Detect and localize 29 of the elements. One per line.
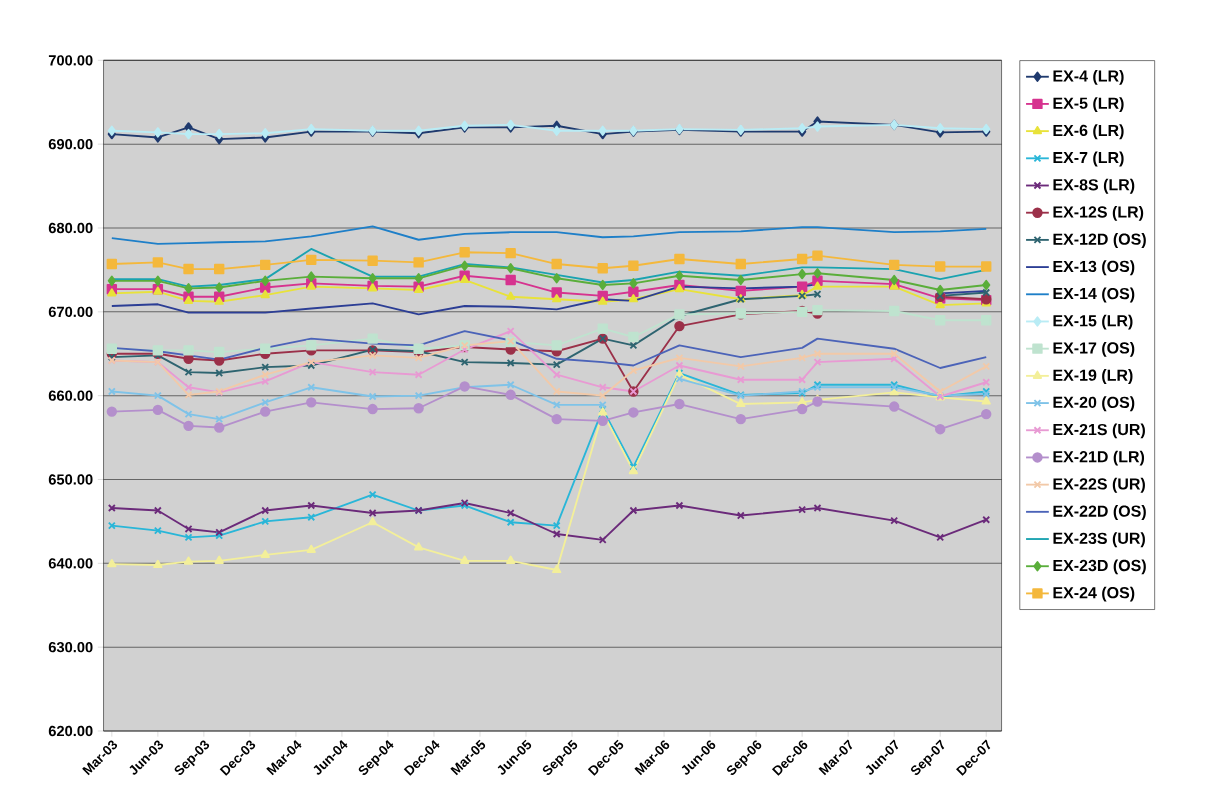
y-tick-label: 700.00: [48, 55, 93, 66]
legend-label: EX-6 (LR): [1053, 124, 1124, 140]
legend-label: EX-15 (LR): [1053, 314, 1133, 330]
legend-label: EX-14 (OS): [1053, 287, 1135, 303]
legend-label: EX-13 (OS): [1053, 260, 1135, 276]
legend-label: EX-12S (LR): [1053, 205, 1144, 221]
y-tick-label: 630.00: [48, 641, 93, 653]
legend-label: EX-19 (LR): [1053, 369, 1133, 384]
legend-label: EX-17 (OS): [1053, 341, 1135, 357]
legend-label: EX-20 (OS): [1053, 396, 1135, 412]
y-tick-label: 690.00: [48, 138, 93, 150]
legend-label: EX-21S (UR): [1053, 423, 1145, 439]
legend-label: EX-23S (UR): [1053, 532, 1145, 548]
y-tick-label: 660.00: [48, 390, 93, 401]
legend-label: EX-22S (UR): [1053, 477, 1145, 493]
legend-label: EX-12D (OS): [1053, 233, 1146, 249]
legend-label: EX-8S (LR): [1053, 178, 1135, 194]
y-tick-label: 620.00: [48, 725, 93, 737]
legend-label: EX-7 (LR): [1053, 151, 1124, 167]
y-tick-label: 670.00: [48, 306, 93, 318]
y-tick-label: 680.00: [48, 222, 93, 234]
legend-label: EX-22D (OS): [1053, 505, 1146, 520]
legend-label: EX-24 (OS): [1053, 586, 1135, 602]
legend-label: EX-4 (LR): [1053, 69, 1124, 85]
y-tick-label: 650.00: [48, 474, 93, 485]
y-tick-label: 640.00: [48, 558, 93, 569]
legend-label: EX-5 (LR): [1053, 97, 1124, 113]
legend-label: EX-23D (OS): [1053, 559, 1146, 575]
legend-label: EX-21D (LR): [1053, 450, 1145, 466]
